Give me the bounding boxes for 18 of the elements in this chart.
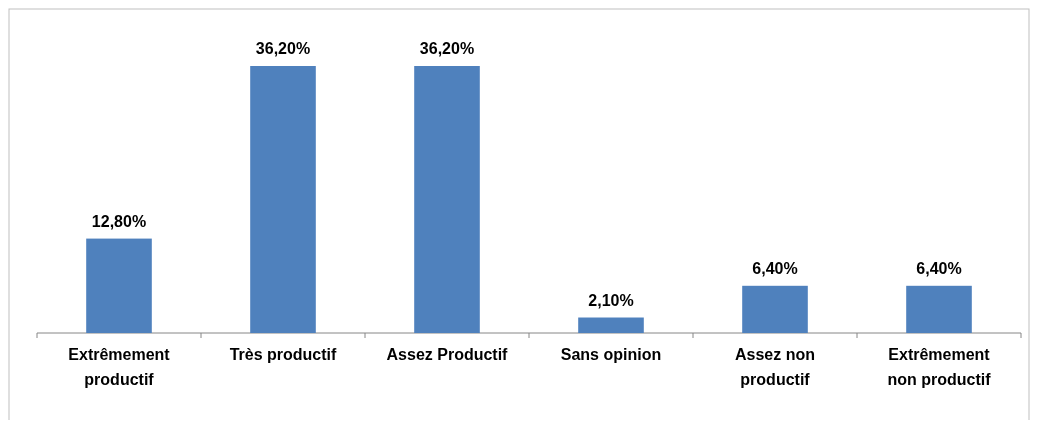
data-label: 6,40%	[916, 259, 962, 277]
data-label: 2,10%	[588, 291, 634, 309]
x-tick-label: Sans opinion	[560, 346, 662, 363]
data-label: 36,20%	[419, 40, 475, 57]
bar	[742, 285, 808, 333]
x-tick-label: Extrêmement non productif	[887, 346, 992, 388]
x-tick-label: Assez Productif	[386, 346, 509, 363]
bar	[414, 66, 480, 333]
x-tick-label: Très productif	[229, 346, 338, 363]
data-label: 12,80%	[91, 212, 147, 230]
data-label: 6,40%	[752, 259, 798, 277]
x-tick-label: Extrêmement productif	[68, 346, 171, 388]
bar	[250, 66, 316, 333]
bar	[86, 238, 152, 333]
bar	[578, 317, 644, 333]
bar	[906, 285, 972, 333]
data-label: 36,20%	[255, 40, 311, 57]
x-tick-label: Assez non productif	[734, 346, 816, 388]
